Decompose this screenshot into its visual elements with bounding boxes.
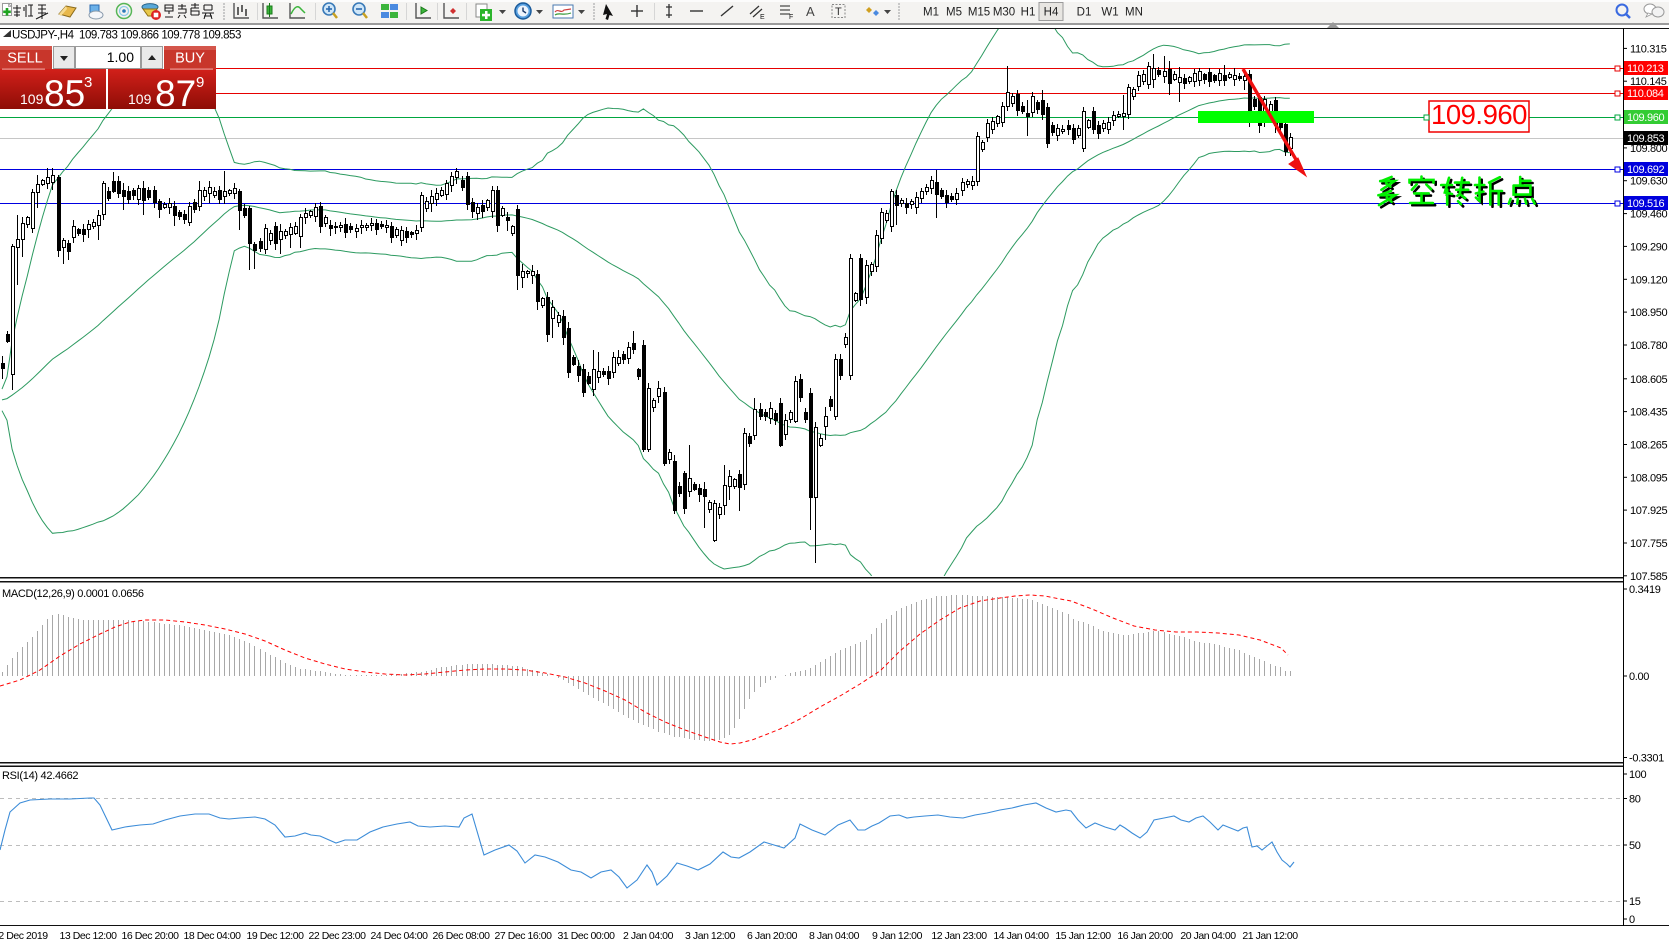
svg-text:110.145: 110.145 (1630, 76, 1667, 88)
svg-text:MACD(12,26,9) 0.0001 0.0656: MACD(12,26,9) 0.0001 0.0656 (2, 588, 144, 600)
svg-text:110.084: 110.084 (1627, 88, 1664, 100)
svg-text:M30: M30 (993, 7, 1015, 19)
svg-text:109.516: 109.516 (1627, 198, 1665, 210)
svg-text:18 Dec 04:00: 18 Dec 04:00 (183, 930, 241, 942)
svg-text:USDJPY-,H4 109.783 109.866 10: USDJPY-,H4 109.783 109.866 109.778 109.8… (12, 30, 241, 42)
svg-text:6 Jan 20:00: 6 Jan 20:00 (747, 930, 798, 942)
svg-text:107.585: 107.585 (1630, 571, 1668, 583)
svg-text:MN: MN (1125, 7, 1143, 19)
svg-text:0.00: 0.00 (1629, 671, 1649, 683)
svg-text:14 Jan 04:00: 14 Jan 04:00 (993, 930, 1049, 942)
svg-text:27 Dec 16:00: 27 Dec 16:00 (494, 930, 552, 942)
svg-text:19 Dec 12:00: 19 Dec 12:00 (246, 930, 304, 942)
svg-text:0.3419: 0.3419 (1629, 584, 1661, 596)
svg-text:80: 80 (1629, 794, 1641, 806)
svg-text:108.095: 108.095 (1630, 472, 1668, 484)
svg-text:M1: M1 (923, 7, 939, 19)
svg-text:8 Jan 04:00: 8 Jan 04:00 (809, 930, 860, 942)
svg-text:9: 9 (196, 74, 204, 91)
svg-text:109.692: 109.692 (1627, 164, 1665, 176)
svg-text:BUY: BUY (175, 51, 205, 67)
svg-text:E: E (760, 14, 765, 21)
svg-text:W1: W1 (1101, 7, 1118, 19)
svg-text:107.755: 107.755 (1630, 538, 1668, 550)
svg-text:108.605: 108.605 (1630, 374, 1668, 386)
svg-text:16 Dec 20:00: 16 Dec 20:00 (121, 930, 179, 942)
svg-text:107.925: 107.925 (1630, 505, 1668, 517)
svg-text:H4: H4 (1044, 7, 1059, 19)
svg-text:109: 109 (128, 91, 152, 107)
svg-text:2 Jan 04:00: 2 Jan 04:00 (623, 930, 674, 942)
svg-text:15: 15 (1629, 896, 1641, 908)
svg-text:31 Dec 00:00: 31 Dec 00:00 (557, 930, 615, 942)
svg-text:-0.3301: -0.3301 (1629, 753, 1664, 765)
svg-text:108.780: 108.780 (1630, 340, 1668, 352)
svg-text:M5: M5 (946, 7, 962, 19)
svg-text:24 Dec 04:00: 24 Dec 04:00 (370, 930, 428, 942)
svg-text:15 Jan 12:00: 15 Jan 12:00 (1055, 930, 1111, 942)
svg-text:SELL: SELL (7, 51, 42, 67)
svg-text:16 Jan 20:00: 16 Jan 20:00 (1117, 930, 1173, 942)
svg-text:13 Dec 12:00: 13 Dec 12:00 (59, 930, 117, 942)
svg-text:109.960: 109.960 (1627, 112, 1665, 124)
svg-text:22 Dec 23:00: 22 Dec 23:00 (308, 930, 366, 942)
svg-text:110.213: 110.213 (1627, 63, 1664, 75)
svg-text:109.630: 109.630 (1630, 176, 1668, 188)
svg-text:109.290: 109.290 (1630, 241, 1668, 253)
svg-text:87: 87 (155, 73, 196, 114)
svg-text:100: 100 (1629, 769, 1647, 781)
svg-text:109.120: 109.120 (1630, 274, 1668, 286)
svg-text:3 Jan 12:00: 3 Jan 12:00 (685, 930, 736, 942)
svg-text:108.265: 108.265 (1630, 440, 1668, 452)
svg-text:26 Dec 08:00: 26 Dec 08:00 (432, 930, 490, 942)
svg-text:109.960: 109.960 (1431, 99, 1527, 130)
svg-text:H1: H1 (1021, 7, 1036, 19)
svg-text:20 Jan 04:00: 20 Jan 04:00 (1180, 930, 1236, 942)
svg-text:3: 3 (84, 74, 92, 91)
svg-text:109.460: 109.460 (1630, 209, 1668, 221)
svg-text:A: A (806, 4, 815, 19)
svg-text:108.435: 108.435 (1630, 407, 1668, 419)
svg-text:108.950: 108.950 (1630, 307, 1668, 319)
svg-text:T: T (835, 6, 842, 18)
svg-text:RSI(14) 42.4662: RSI(14) 42.4662 (2, 770, 78, 782)
svg-text:1.00: 1.00 (107, 49, 134, 65)
svg-text:12 Jan 23:00: 12 Jan 23:00 (931, 930, 987, 942)
svg-text:21 Jan 12:00: 21 Jan 12:00 (1242, 930, 1298, 942)
svg-text:109.800: 109.800 (1630, 143, 1668, 155)
svg-text:85: 85 (44, 73, 85, 114)
svg-text:F: F (789, 14, 793, 21)
svg-text:M15: M15 (968, 7, 990, 19)
svg-text:109.853: 109.853 (1627, 133, 1665, 145)
svg-text:12 Dec 2019: 12 Dec 2019 (0, 930, 48, 942)
svg-text:D1: D1 (1077, 7, 1092, 19)
svg-text:110.315: 110.315 (1630, 43, 1667, 55)
svg-text:50: 50 (1629, 840, 1641, 852)
svg-text:0: 0 (1629, 914, 1635, 926)
svg-text:9 Jan 12:00: 9 Jan 12:00 (872, 930, 923, 942)
svg-text:109: 109 (20, 91, 44, 107)
